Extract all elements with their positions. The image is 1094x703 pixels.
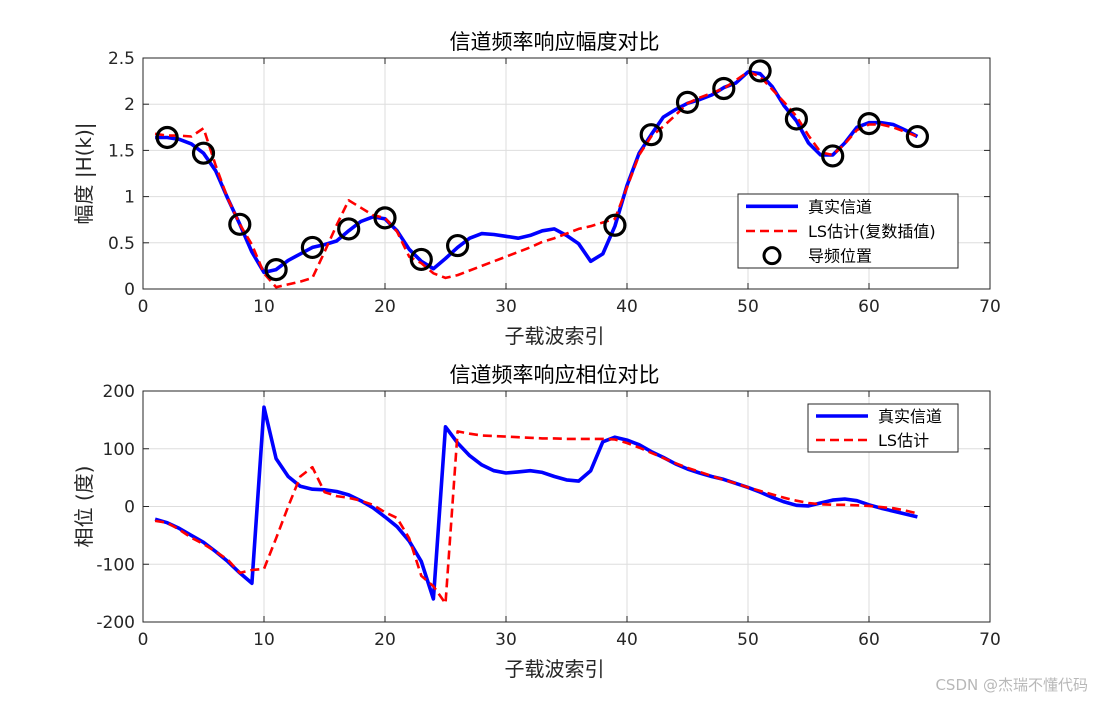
y-tick-label: -200: [96, 613, 135, 633]
legend-label: LS估计(复数插值): [808, 222, 936, 241]
x-tick-label: 70: [979, 297, 1001, 317]
x-tick-label: 30: [495, 297, 517, 317]
x-tick-label: 50: [737, 630, 759, 650]
x-axis-label: 子载波索引: [505, 324, 605, 348]
pilot-marker: [784, 107, 809, 131]
y-tick-label: 2.5: [108, 49, 135, 69]
pilot-marker: [905, 124, 930, 149]
pilot-marker: [300, 235, 324, 260]
y-axis-label: 幅度 |H(k)|: [72, 122, 96, 224]
x-tick-label: 60: [858, 630, 880, 650]
x-tick-label: 10: [253, 297, 275, 317]
chart-title: 信道频率响应相位对比: [450, 363, 660, 387]
chart-1: 0 10 20 30 40 50 60 70 0 0.5 1 1.5 2 2.5 信道频率响应幅度对比子载波…: [72, 30, 1001, 348]
x-tick-label: 70: [979, 630, 1001, 650]
series-group: [154, 405, 918, 605]
legend: 真实信道 LS估计: [807, 403, 959, 453]
x-tick-label: 20: [374, 297, 396, 317]
y-tick-label: 200: [103, 382, 135, 402]
y-tick-label: 1.5: [108, 141, 135, 161]
x-axis-label: 子载波索引: [505, 657, 605, 681]
pilot-marker: [748, 59, 772, 83]
pilot-marker: [857, 112, 881, 136]
legend-box: [807, 403, 959, 453]
y-tick-label: -100: [96, 555, 135, 575]
y-tick-label: 0: [124, 280, 135, 300]
x-tick-label: 50: [737, 297, 759, 317]
y-tick-label: 0: [124, 498, 135, 518]
watermark: CSDN @杰瑞不懂代码: [935, 676, 1088, 694]
x-tick-label: 60: [858, 297, 880, 317]
chart-2: 0 10 20 30 40 50 60 70 -200 -100 0 100 200 信道频率响应相位对比…: [72, 363, 1001, 681]
legend-label: 真实信道: [878, 407, 942, 426]
x-tick-label: 0: [138, 297, 149, 317]
x-tick-label: 10: [253, 630, 275, 650]
y-tick-label: 0.5: [108, 234, 135, 254]
pilot-marker: [228, 212, 252, 236]
legend-marker: [762, 246, 782, 266]
series-line-1: [154, 405, 918, 601]
pilot-marker: [264, 257, 288, 282]
pilot-marker: [191, 141, 216, 165]
y-axis-label: 相位 (度): [72, 466, 96, 548]
series-line-2: [154, 430, 918, 605]
pilot-marker: [639, 123, 663, 147]
x-tick-label: 20: [374, 630, 396, 650]
legend-label: 导频位置: [808, 247, 872, 266]
pilot-marker: [446, 233, 470, 258]
pilot-marker: [675, 90, 700, 114]
legend-label: 真实信道: [808, 197, 872, 216]
axes-box: [142, 57, 991, 290]
legend-label: LS估计: [878, 431, 929, 450]
legend: 真实信道 LS估计(复数插值) 导频位置: [737, 193, 959, 269]
pilot-marker: [712, 76, 736, 101]
y-tick-label: 2: [124, 95, 135, 115]
pilot-marker: [603, 213, 627, 237]
pilot-marker: [409, 247, 433, 272]
pilot-marker: [821, 144, 845, 168]
series-line-1: [155, 70, 919, 275]
pilot-marker: [373, 206, 397, 230]
x-tick-label: 40: [616, 297, 638, 317]
x-tick-label: 40: [616, 630, 638, 650]
pilot-marker: [155, 125, 179, 150]
x-tick-label: 0: [138, 630, 149, 650]
chart-title: 信道频率响应幅度对比: [450, 30, 660, 54]
pilot-marker: [337, 217, 361, 241]
y-tick-label: 100: [103, 440, 135, 460]
y-tick-label: 1: [124, 188, 135, 208]
x-tick-label: 30: [495, 630, 517, 650]
